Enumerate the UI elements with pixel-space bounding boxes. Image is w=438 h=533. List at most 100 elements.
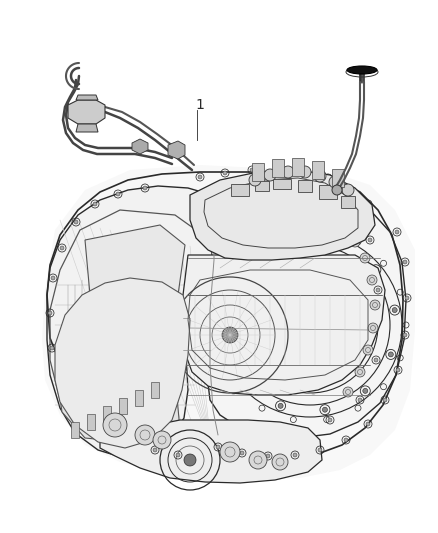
Circle shape [223,171,227,175]
Circle shape [403,333,407,337]
Circle shape [368,238,372,242]
Circle shape [403,260,407,264]
Circle shape [249,174,261,186]
Polygon shape [76,124,98,132]
Circle shape [318,448,322,452]
Circle shape [153,448,157,452]
Circle shape [242,378,247,383]
Circle shape [130,438,134,442]
Polygon shape [103,406,111,422]
Circle shape [249,451,267,469]
Circle shape [383,398,387,402]
Circle shape [314,170,326,182]
Circle shape [83,403,87,407]
Circle shape [392,308,397,312]
Polygon shape [168,141,185,159]
Circle shape [260,174,270,184]
Polygon shape [190,170,375,260]
Circle shape [355,367,365,377]
Polygon shape [292,158,304,176]
Polygon shape [100,420,322,483]
Circle shape [303,170,307,174]
Circle shape [250,168,254,172]
Circle shape [395,230,399,234]
Circle shape [176,453,180,457]
Circle shape [143,186,147,190]
Circle shape [329,176,341,188]
Circle shape [366,202,370,206]
Circle shape [278,403,283,408]
Circle shape [370,300,380,310]
Circle shape [342,184,354,196]
Circle shape [252,256,257,262]
Circle shape [350,237,360,247]
Polygon shape [47,186,228,458]
Circle shape [222,327,238,343]
Polygon shape [71,422,79,438]
Circle shape [302,317,318,333]
Polygon shape [272,159,284,177]
Polygon shape [70,295,190,375]
Circle shape [293,453,297,457]
Circle shape [283,198,287,202]
Polygon shape [42,165,415,480]
Circle shape [373,267,378,272]
Circle shape [405,296,409,300]
Circle shape [153,431,171,449]
Circle shape [343,387,353,397]
Circle shape [376,288,380,292]
Circle shape [344,438,348,442]
Circle shape [216,445,220,449]
Circle shape [62,378,66,382]
Circle shape [223,337,228,342]
Circle shape [366,422,370,426]
Circle shape [338,208,342,212]
Polygon shape [132,139,148,154]
Circle shape [103,413,127,437]
Polygon shape [207,190,406,438]
Polygon shape [231,184,249,196]
Circle shape [227,293,232,298]
Circle shape [220,442,240,462]
Circle shape [396,368,400,372]
Circle shape [300,174,310,184]
Polygon shape [332,169,344,187]
Circle shape [60,246,64,250]
Circle shape [51,276,55,280]
Circle shape [293,238,297,243]
Circle shape [337,241,342,247]
Circle shape [264,169,276,181]
Polygon shape [298,180,312,192]
Circle shape [93,202,97,206]
Circle shape [208,198,212,202]
Circle shape [299,166,311,178]
Circle shape [116,192,120,196]
Ellipse shape [347,66,377,74]
Polygon shape [312,161,324,179]
Circle shape [358,398,362,402]
Circle shape [240,451,244,455]
Circle shape [328,418,332,422]
Polygon shape [87,414,95,430]
Polygon shape [68,100,105,124]
Polygon shape [55,278,190,448]
Circle shape [135,425,155,445]
Circle shape [276,168,280,172]
Circle shape [360,253,370,263]
Polygon shape [252,163,264,181]
Polygon shape [85,225,185,295]
Circle shape [266,454,270,458]
Circle shape [319,178,331,190]
Circle shape [326,176,330,180]
Polygon shape [182,255,385,395]
Circle shape [198,175,202,179]
Polygon shape [119,398,127,414]
Circle shape [348,188,352,192]
Circle shape [374,358,378,362]
Circle shape [367,275,377,285]
Circle shape [50,346,54,350]
Polygon shape [341,196,355,208]
Polygon shape [319,185,337,199]
Text: 1: 1 [195,98,204,112]
Circle shape [389,352,393,357]
